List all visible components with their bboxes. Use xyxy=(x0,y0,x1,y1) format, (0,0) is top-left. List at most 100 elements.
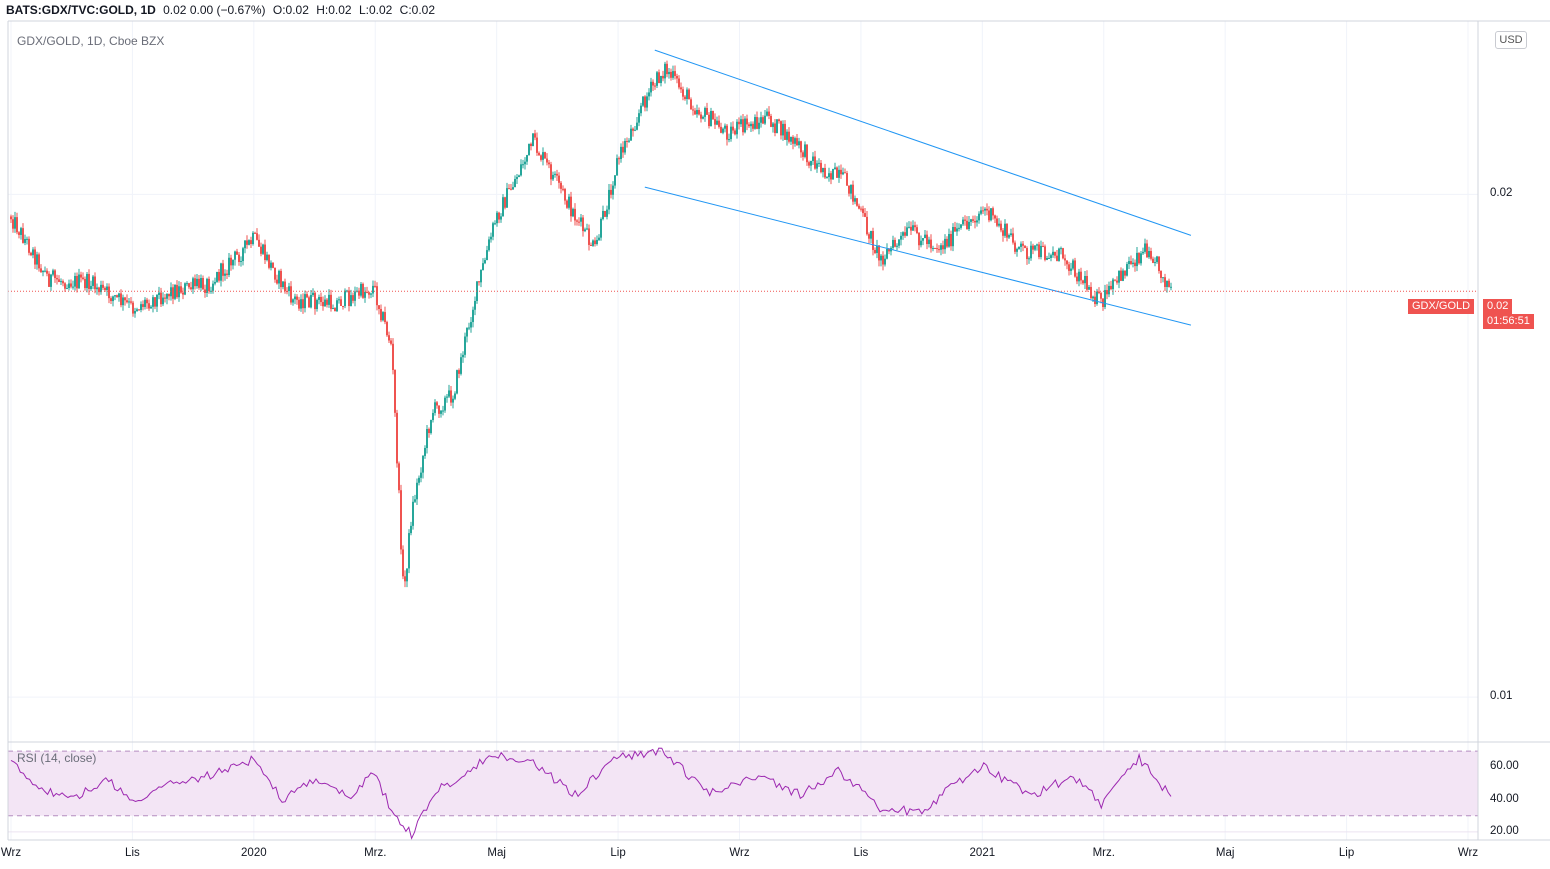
candle-body xyxy=(1038,244,1040,258)
candle-body xyxy=(572,208,574,217)
candle-body xyxy=(46,270,48,274)
candle-body xyxy=(940,245,942,250)
candle-body xyxy=(800,141,802,153)
candle-body xyxy=(494,223,496,225)
candle-body xyxy=(392,343,394,370)
candle-body xyxy=(506,188,508,208)
candle-body xyxy=(1018,246,1020,249)
candle-body xyxy=(134,311,136,314)
candle-body xyxy=(758,122,760,129)
candle-body xyxy=(76,275,78,289)
candle-body xyxy=(658,72,660,84)
candle-body xyxy=(240,261,242,263)
candle-body xyxy=(284,281,286,292)
candle-body xyxy=(148,303,150,309)
candle-body xyxy=(826,177,828,179)
candle-body xyxy=(456,370,458,394)
candle-body xyxy=(234,251,236,260)
candle-body xyxy=(1030,245,1032,259)
candle-body xyxy=(734,130,736,135)
candle-body xyxy=(872,230,874,250)
trendline-lower[interactable] xyxy=(644,186,1192,326)
candle-body xyxy=(916,227,918,233)
candle-body xyxy=(636,122,638,130)
candle-body xyxy=(694,110,696,115)
candle-body xyxy=(652,81,654,86)
candle-body xyxy=(1166,280,1168,287)
candle-body xyxy=(414,499,416,502)
candle-body xyxy=(578,221,580,223)
trendline-upper[interactable] xyxy=(654,49,1192,236)
candle-body xyxy=(390,340,392,344)
time-tick-label: Mrz. xyxy=(1092,847,1115,859)
candle-body xyxy=(452,398,454,403)
candle-body xyxy=(1074,260,1076,277)
rsi-tick-label: 60.00 xyxy=(1490,760,1519,773)
candle-body xyxy=(258,239,260,247)
candle-body xyxy=(1140,253,1142,264)
candle-body xyxy=(488,239,490,251)
candle-body xyxy=(236,251,238,255)
candle-body xyxy=(140,304,142,310)
candle-body xyxy=(218,272,220,281)
candle-body xyxy=(618,158,620,160)
candle-body xyxy=(1022,243,1024,246)
candle-body xyxy=(672,71,674,78)
candle-body xyxy=(296,296,298,300)
candle-body xyxy=(1124,270,1126,276)
candle-body xyxy=(622,146,624,153)
candle-body xyxy=(962,219,964,225)
rsi-legend[interactable]: RSI (14, close) xyxy=(17,751,97,765)
candle-body xyxy=(250,240,252,245)
candle-body xyxy=(408,533,410,569)
candle-body xyxy=(536,137,538,153)
candle-body xyxy=(1154,262,1156,264)
candle-body xyxy=(466,327,468,337)
candle-body xyxy=(682,89,684,97)
candle-body xyxy=(922,238,924,241)
candle-body xyxy=(988,210,990,221)
candle-body xyxy=(944,238,946,250)
main-legend[interactable]: GDX/GOLD, 1D, Cboe BZX xyxy=(17,34,165,48)
candle-body xyxy=(686,89,688,100)
candle-body xyxy=(594,240,596,244)
candle-body xyxy=(554,173,556,175)
candle-body xyxy=(662,75,664,79)
candle-body xyxy=(648,92,650,97)
candle-body xyxy=(1076,276,1078,282)
candle-body xyxy=(646,96,648,108)
currency-button[interactable]: USD xyxy=(1495,31,1527,49)
candle-body xyxy=(820,162,822,173)
candle-body xyxy=(266,254,268,261)
symbol-title[interactable]: BATS:GDX/TVC:GOLD, 1D xyxy=(6,3,156,17)
candle-body xyxy=(256,233,258,240)
candle-body xyxy=(684,96,686,100)
candle-body xyxy=(946,238,948,247)
candle-body xyxy=(530,143,532,146)
time-tick-label: 2020 xyxy=(241,847,267,859)
candle-body xyxy=(264,244,266,261)
time-tick-label: Maj xyxy=(1215,847,1235,859)
trendlines[interactable] xyxy=(644,49,1192,326)
candle-body xyxy=(1028,258,1030,260)
candle-body xyxy=(78,274,80,289)
candle-body xyxy=(640,105,642,114)
candle-body xyxy=(378,305,380,310)
candle-body xyxy=(1006,223,1008,238)
time-tick-label: Lis xyxy=(125,847,140,859)
candle-body xyxy=(500,216,502,220)
candle-body xyxy=(382,312,384,321)
candle-body xyxy=(102,284,104,288)
candle-body xyxy=(496,212,498,224)
candle-body xyxy=(276,279,278,284)
candle-body xyxy=(474,301,476,310)
candle-body xyxy=(208,278,210,291)
candle-body xyxy=(492,223,494,237)
candle-body xyxy=(384,312,386,323)
time-tick-label: Wrz xyxy=(0,847,22,859)
candle-body xyxy=(168,293,170,297)
grid-lines xyxy=(8,21,1478,840)
candle-body xyxy=(956,228,958,232)
candle-body xyxy=(238,254,240,263)
